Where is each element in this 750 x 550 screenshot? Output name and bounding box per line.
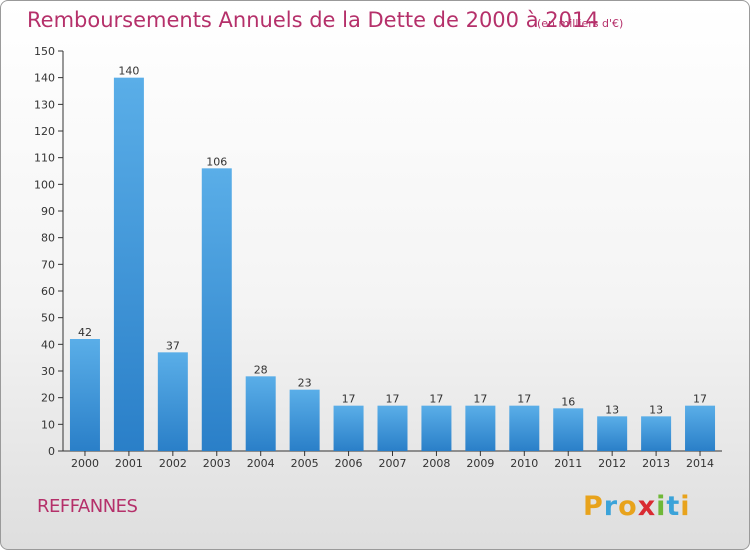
bar-2002 [157, 352, 188, 451]
chart-title: Remboursements Annuels de la Dette de 20… [27, 8, 599, 32]
bar-2006 [333, 405, 364, 451]
bar-2000 [69, 339, 100, 451]
x-tick-label: 2012 [598, 457, 626, 470]
x-tick-label: 2001 [115, 457, 143, 470]
x-tick-label: 2014 [686, 457, 714, 470]
data-label: 17 [517, 393, 531, 406]
x-tick-label: 2000 [71, 457, 99, 470]
y-tick-label: 100 [34, 178, 55, 191]
bars [69, 77, 716, 452]
logo-letter: o [618, 491, 638, 522]
x-tick-label: 2011 [554, 457, 582, 470]
y-tick-label: 40 [41, 338, 55, 351]
data-label: 17 [342, 393, 356, 406]
y-tick-label: 60 [41, 285, 55, 298]
data-label: 23 [298, 377, 312, 390]
data-label: 37 [166, 339, 180, 352]
data-label: 17 [693, 393, 707, 406]
y-tick-label: 70 [41, 258, 55, 271]
x-tick-label: 2002 [159, 457, 187, 470]
bar-2005 [289, 389, 320, 451]
logo-letter: t [666, 491, 681, 522]
bar-2008 [421, 405, 452, 451]
data-labels: 42 140 37 106 28 23 17 17 17 17 17 16 13 13 17 [78, 65, 707, 417]
commune-name: REFFANNES [37, 496, 138, 517]
data-label: 106 [206, 155, 227, 168]
data-label: 17 [473, 393, 487, 406]
data-label: 42 [78, 326, 92, 339]
bar-2001 [113, 77, 144, 452]
y-tick-label: 150 [34, 45, 55, 58]
data-label: 17 [429, 393, 443, 406]
x-tick-label: 2008 [422, 457, 450, 470]
y-axis: 0 10 20 30 40 50 60 70 80 90 100 110 120 130 140 150 [34, 45, 64, 458]
logo-letter: P [583, 491, 604, 522]
logo-letter: i [680, 491, 691, 522]
data-label: 13 [605, 403, 619, 416]
data-label: 13 [649, 403, 663, 416]
x-tick-label: 2009 [466, 457, 494, 470]
bar-2013 [641, 416, 672, 451]
x-tick-label: 2013 [642, 457, 670, 470]
data-label: 16 [561, 395, 575, 408]
bar-2014 [685, 405, 716, 451]
bar-2007 [377, 405, 408, 451]
data-label: 28 [254, 363, 268, 376]
y-tick-label: 20 [41, 392, 55, 405]
bar-2010 [509, 405, 540, 451]
y-tick-label: 0 [48, 445, 55, 458]
y-tick-label: 30 [41, 365, 55, 378]
x-tick-label: 2005 [291, 457, 319, 470]
data-label: 17 [386, 393, 400, 406]
x-tick-label: 2003 [203, 457, 231, 470]
bar-2011 [553, 408, 584, 451]
y-tick-label: 90 [41, 205, 55, 218]
y-tick-label: 130 [34, 98, 55, 111]
logo-letter: r [603, 491, 619, 522]
y-tick-label: 140 [34, 72, 55, 85]
x-axis: 2000 2001 2002 2003 2004 2005 2006 2007 2008 2009… [63, 450, 722, 470]
x-tick-label: 2004 [247, 457, 275, 470]
x-tick-label: 2006 [335, 457, 363, 470]
x-tick-label: 2010 [510, 457, 538, 470]
bar-2012 [597, 416, 628, 451]
y-tick-label: 80 [41, 232, 55, 245]
chart-subtitle: (en milliers d'€) [537, 17, 624, 30]
bar-2004 [245, 376, 276, 451]
y-tick-label: 10 [41, 418, 55, 431]
y-tick-label: 50 [41, 312, 55, 325]
y-tick-label: 110 [34, 152, 55, 165]
data-label: 140 [118, 65, 139, 78]
logo-letter: i [656, 491, 667, 522]
logo-letter: x [637, 491, 657, 522]
bar-2009 [465, 405, 496, 451]
y-tick-label: 120 [34, 125, 55, 138]
bar-2003 [201, 168, 232, 452]
proxiti-logo: Proxiti [583, 491, 691, 522]
x-tick-label: 2007 [379, 457, 407, 470]
